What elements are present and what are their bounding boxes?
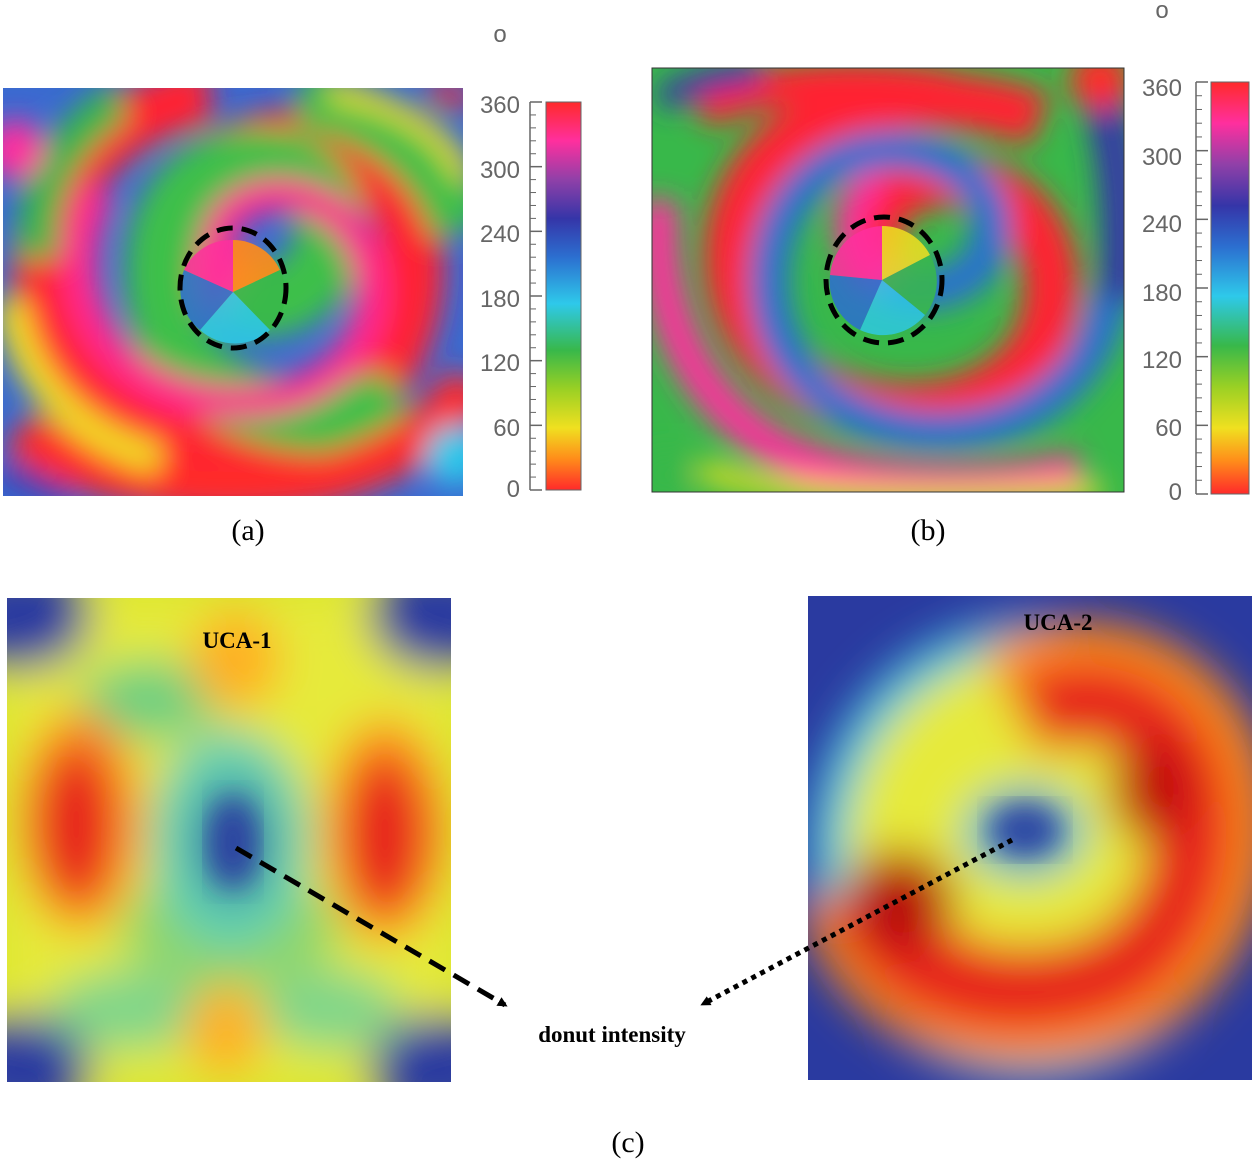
colorbar-a-label-240: 240: [480, 221, 520, 248]
singularity-marker-b: [823, 214, 945, 346]
colorbar-b-label-360: 360: [1142, 75, 1182, 102]
colorbar-a-ticks: [530, 101, 542, 491]
intensity-map-uca1: [7, 598, 451, 1082]
panel-c-left: UCA-1: [7, 598, 451, 1082]
phase-map-a: [3, 88, 463, 496]
caption-b: (b): [911, 514, 946, 547]
singularity-marker-a: [177, 225, 289, 351]
colorbar-a-label-0: 0: [507, 476, 520, 503]
colorbar-b-ticks: [1196, 81, 1208, 495]
colorbar-b-label-180: 180: [1142, 280, 1182, 307]
colorbar-a-unit: o: [493, 21, 506, 48]
arrow-dashed-uca1: [234, 845, 508, 1008]
caption-a: (a): [231, 514, 264, 547]
colorbar-b-label-120: 120: [1142, 347, 1182, 374]
colorbar-b-label-60: 60: [1155, 415, 1182, 442]
vortex-core-a: [180, 239, 286, 344]
colorbar-a: 360 300 240 180 120 60 0 o: [480, 21, 582, 503]
colorbar-b: 360 300 240 180 120 60 0 o: [1142, 0, 1250, 506]
panel-a: 360 300 240 180 120 60 0 o (a): [3, 21, 582, 547]
label-uca1: UCA-1: [203, 628, 272, 653]
caption-c: (c): [611, 1126, 644, 1159]
colorbar-a-label-300: 300: [480, 157, 520, 184]
phase-map-b: [652, 68, 1124, 492]
arrow-dotted-uca2: [700, 837, 1014, 1007]
colorbar-a-label-360: 360: [480, 92, 520, 119]
colorbar-b-label-0: 0: [1169, 479, 1182, 506]
colorbar-a-label-180: 180: [480, 286, 520, 313]
panel-b: 360 300 240 180 120 60 0 o (b): [651, 0, 1250, 547]
colorbar-a-label-60: 60: [493, 415, 520, 442]
intensity-map-uca2: [808, 596, 1252, 1080]
panel-c-right: UCA-2: [808, 596, 1252, 1080]
label-uca2: UCA-2: [1024, 610, 1093, 635]
colorbar-b-unit: o: [1155, 0, 1168, 24]
colorbar-b-label-240: 240: [1142, 211, 1182, 238]
colorbar-a-label-120: 120: [480, 350, 520, 377]
vortex-core-b: [829, 225, 937, 336]
colorbar-b-label-300: 300: [1142, 144, 1182, 171]
donut-intensity-label: donut intensity: [538, 1022, 686, 1047]
